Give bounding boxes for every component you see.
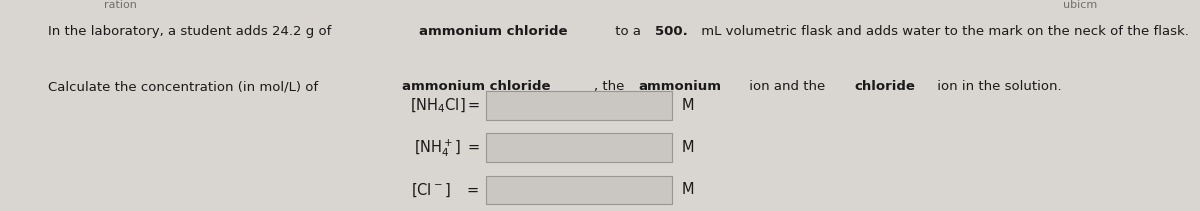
- Text: chloride: chloride: [854, 80, 916, 93]
- Text: , the: , the: [594, 80, 629, 93]
- FancyBboxPatch shape: [486, 133, 672, 162]
- Text: In the laboratory, a student adds 24.2 g of: In the laboratory, a student adds 24.2 g…: [48, 25, 336, 38]
- Text: to a: to a: [611, 25, 644, 38]
- Text: $[\mathrm{NH_4Cl}] =$: $[\mathrm{NH_4Cl}] =$: [409, 96, 480, 115]
- Text: M: M: [682, 182, 694, 197]
- Text: ammonium chloride: ammonium chloride: [402, 80, 551, 93]
- Text: mL volumetric flask and adds water to the mark on the neck of the flask.: mL volumetric flask and adds water to th…: [697, 25, 1189, 38]
- Text: Calculate the concentration (in mol/L) of: Calculate the concentration (in mol/L) o…: [48, 80, 323, 93]
- Text: M: M: [682, 140, 694, 155]
- Text: ion and the: ion and the: [745, 80, 830, 93]
- Text: ubicm: ubicm: [1063, 0, 1097, 10]
- Text: ration: ration: [103, 0, 137, 10]
- FancyBboxPatch shape: [486, 91, 672, 120]
- Text: ammonium chloride: ammonium chloride: [419, 25, 568, 38]
- Text: ion in the solution.: ion in the solution.: [934, 80, 1062, 93]
- Text: $[\mathrm{Cl^-}] \quad=$: $[\mathrm{Cl^-}] \quad=$: [412, 181, 480, 199]
- FancyBboxPatch shape: [486, 176, 672, 204]
- Text: ammonium: ammonium: [638, 80, 721, 93]
- Text: $[\mathrm{NH_4^+}] \;=$: $[\mathrm{NH_4^+}] \;=$: [414, 137, 480, 159]
- Text: M: M: [682, 98, 694, 113]
- Text: 500.: 500.: [655, 25, 688, 38]
